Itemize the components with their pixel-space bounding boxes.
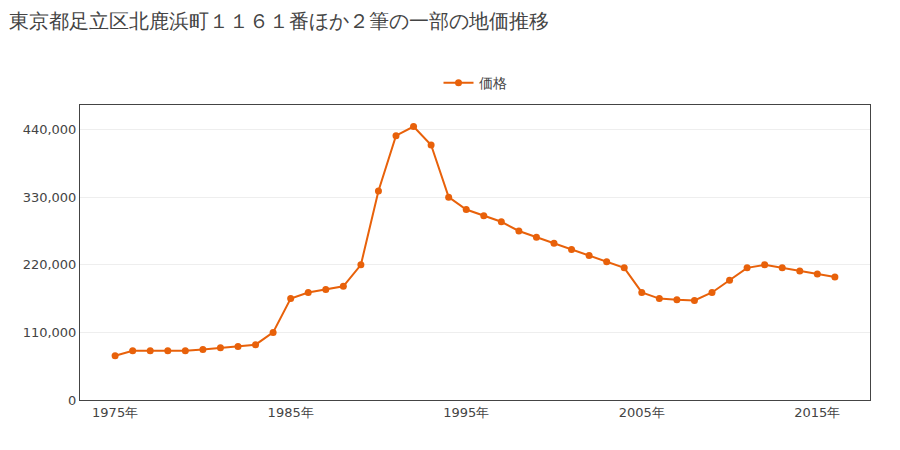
svg-text:2015年: 2015年 bbox=[794, 405, 840, 420]
svg-text:価格: 価格 bbox=[479, 75, 507, 91]
svg-text:330,000: 330,000 bbox=[23, 190, 77, 205]
svg-text:東京都足立区北鹿浜町１１６１番ほか２筆の一部の地価推移: 東京都足立区北鹿浜町１１６１番ほか２筆の一部の地価推移 bbox=[9, 9, 549, 33]
svg-text:220,000: 220,000 bbox=[23, 257, 77, 272]
svg-text:2005年: 2005年 bbox=[619, 405, 665, 420]
svg-text:1985年: 1985年 bbox=[268, 405, 314, 420]
svg-text:0: 0 bbox=[68, 393, 76, 408]
svg-text:1995年: 1995年 bbox=[443, 405, 489, 420]
svg-text:110,000: 110,000 bbox=[23, 325, 77, 340]
svg-text:440,000: 440,000 bbox=[23, 122, 77, 137]
svg-text:1975年: 1975年 bbox=[92, 405, 138, 420]
